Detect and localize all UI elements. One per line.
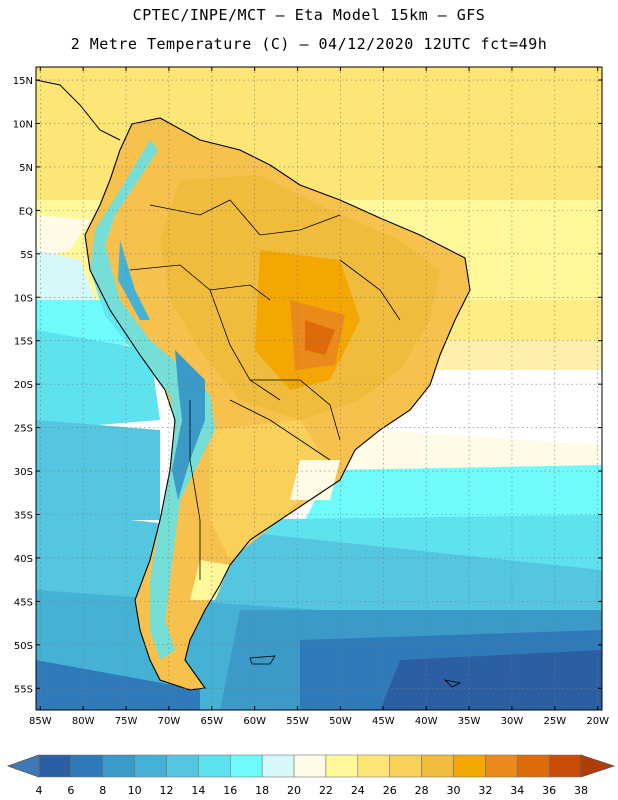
colorbar-label: 24 xyxy=(351,784,365,797)
lon-label: 55W xyxy=(286,716,309,727)
colorbar-swatch xyxy=(325,754,359,778)
lat-label: 15N xyxy=(13,76,33,87)
lat-label: 50S xyxy=(14,641,33,652)
colorbar-swatch xyxy=(38,754,72,778)
lat-label: 20S xyxy=(14,380,33,391)
colorbar-label: 12 xyxy=(160,784,174,797)
colorbar-label: 26 xyxy=(383,784,397,797)
colorbar-label: 4 xyxy=(36,784,43,797)
lat-label: EQ xyxy=(19,206,33,217)
map-frame xyxy=(35,66,603,711)
lon-label: 25W xyxy=(544,716,567,727)
colorbar-low-arrow xyxy=(6,754,40,778)
colorbar-label: 10 xyxy=(128,784,142,797)
lat-label: 15S xyxy=(14,337,33,348)
lon-label: 85W xyxy=(29,716,52,727)
colorbar-swatch xyxy=(421,754,454,778)
colorbar-swatch xyxy=(389,754,422,778)
colorbar-label: 18 xyxy=(255,784,269,797)
colorbar-label: 22 xyxy=(319,784,333,797)
map-subtitle: 2 Metre Temperature (C) – 04/12/2020 12U… xyxy=(70,35,548,53)
colorbar-swatch xyxy=(548,754,582,778)
lat-label: 55S xyxy=(14,684,33,695)
colorbar-label: 36 xyxy=(542,784,556,797)
colorbar-label: 28 xyxy=(415,784,429,797)
lon-label: 80W xyxy=(72,716,95,727)
lat-label: 5S xyxy=(20,250,33,261)
colorbar-label: 6 xyxy=(67,784,74,797)
colorbar-swatch xyxy=(134,754,167,778)
colorbar-swatch xyxy=(261,754,295,778)
colorbar-swatch xyxy=(516,754,550,778)
colorbar-swatch xyxy=(70,754,104,778)
colorbar-swatch xyxy=(198,754,231,778)
latitude-labels: 15N 10N 5N EQ 5S 10S 15S 20S 25S 30S 35S 40S 45S 50S 5… xyxy=(13,76,33,695)
colorbar-label: 8 xyxy=(99,784,106,797)
lon-label: 20W xyxy=(586,716,609,727)
lon-label: 65W xyxy=(200,716,223,727)
lat-label: 10N xyxy=(13,119,33,130)
colorbar-swatch xyxy=(453,754,486,778)
longitude-labels: 85W 80W 75W 70W 65W 60W 55W 50W 45W 40W 35W 30W 25W 2… xyxy=(29,716,609,727)
colorbar-label: 32 xyxy=(478,784,492,797)
lat-label: 45S xyxy=(14,597,33,608)
lat-label: 35S xyxy=(14,510,33,521)
lon-label: 70W xyxy=(158,716,181,727)
colorbar-label: 30 xyxy=(446,784,460,797)
lon-label: 35W xyxy=(458,716,481,727)
lon-label: 50W xyxy=(329,716,352,727)
colorbar-label: 38 xyxy=(574,784,588,797)
colorbar-label: 16 xyxy=(223,784,237,797)
colorbar-swatch xyxy=(485,754,518,778)
lon-label: 75W xyxy=(115,716,138,727)
lat-label: 10S xyxy=(14,293,33,304)
colorbar-label: 20 xyxy=(287,784,301,797)
colorbar-swatch xyxy=(229,754,263,778)
lon-label: 60W xyxy=(243,716,266,727)
lat-label: 40S xyxy=(14,554,33,565)
lon-label: 45W xyxy=(372,716,395,727)
colorbar-label: 34 xyxy=(510,784,524,797)
lon-label: 40W xyxy=(415,716,438,727)
map-title: CPTEC/INPE/MCT – Eta Model 15km – GFS xyxy=(132,6,486,24)
colorbar-swatch xyxy=(357,754,391,778)
lon-label: 30W xyxy=(501,716,524,727)
colorbar-high-arrow xyxy=(580,754,616,778)
lat-label: 5N xyxy=(19,163,33,174)
colorbar-swatch xyxy=(102,754,135,778)
colorbar-swatch xyxy=(166,754,199,778)
map-field xyxy=(36,67,602,710)
colorbar-label: 14 xyxy=(191,784,205,797)
lat-label: 25S xyxy=(14,424,33,435)
colorbar: 4 6 8 10 12 14 16 18 20 22 24 26 28 30 32 34 36 38 xyxy=(6,754,616,797)
lat-label: 30S xyxy=(14,467,33,478)
colorbar-swatch xyxy=(293,754,327,778)
